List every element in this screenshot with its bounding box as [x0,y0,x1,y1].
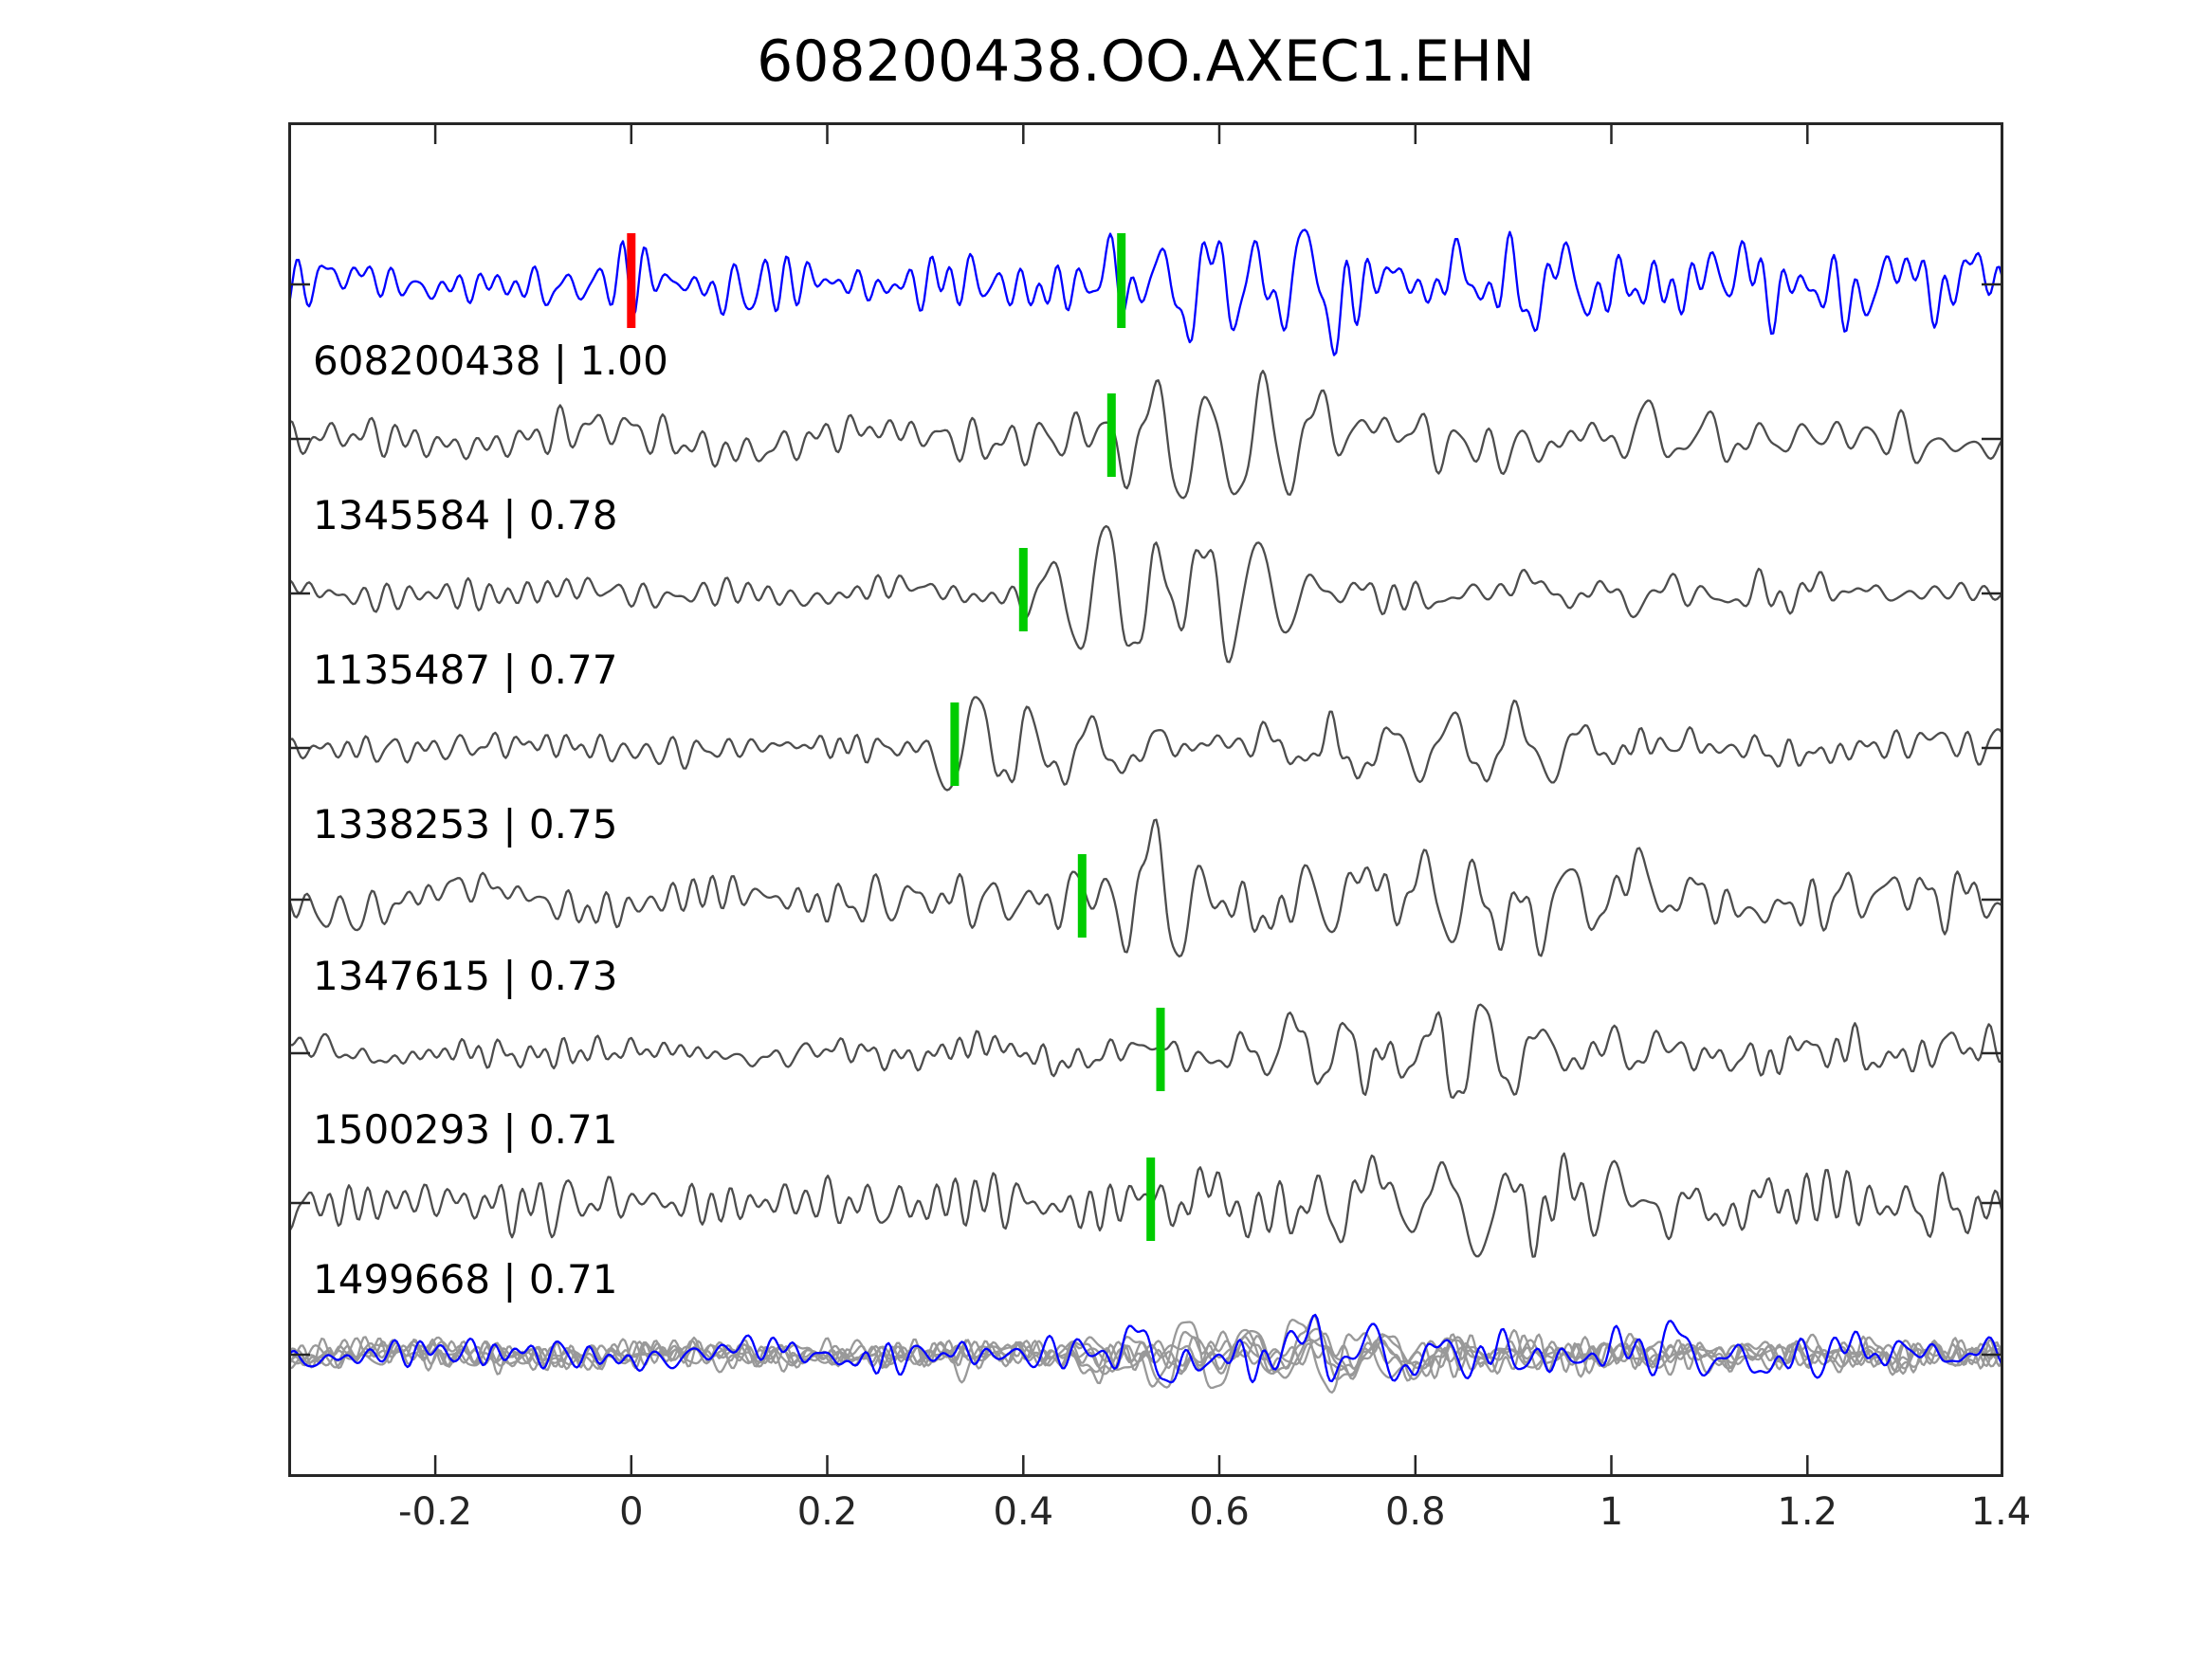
trace-label-detection-4: 1347615 | 0.73 [313,953,618,999]
figure-title: 608200438.OO.AXEC1.EHN [757,28,1535,95]
overlay-template-trace [288,1313,2003,1384]
waveform-trace-1499668 [288,1152,2003,1258]
waveform-trace-1338253 [288,696,2003,792]
trace-label-detection-6: 1499668 | 0.71 [313,1256,618,1303]
waveform-trace-1345584 [288,370,2003,500]
trace-label-detection-2: 1135487 | 0.77 [313,647,618,693]
x-tick-label: 1 [1599,1490,1624,1534]
axis-border [288,122,2003,1477]
x-tick-label: 0.4 [993,1490,1054,1534]
x-tick-label: -0.2 [398,1490,473,1534]
trace-label-detection-1: 1345584 | 0.78 [313,492,618,538]
waveform-canvas [288,122,2003,1477]
origin-marker [627,233,636,328]
waveform-trace-1347615 [288,818,2003,958]
pick-marker-608200438 [1117,233,1126,328]
waveform-trace-1500293 [288,1003,2003,1100]
pick-marker-1345584 [1106,393,1116,477]
trace-label-template: 608200438 | 1.00 [313,337,668,384]
trace-group [288,228,2003,1395]
waveform-trace-608200438 [288,228,2003,356]
waveform-trace-1135487 [288,524,2003,664]
x-tick-label: 0.6 [1189,1490,1250,1534]
x-axis-tick-labels: -0.2 0 0.2 0.4 0.6 0.8 1 1.2 1.4 [288,1490,2031,1547]
pick-marker-1499668 [1146,1158,1156,1241]
x-tick-label: 0 [619,1490,644,1534]
pick-marker-1338253 [950,702,960,786]
pick-marker-1135487 [1018,548,1028,631]
x-tick-label: 0.8 [1384,1490,1446,1534]
pick-marker-1500293 [1156,1008,1165,1091]
overlay-gray-trace-5 [288,1318,2003,1395]
x-tick-label: 0.2 [796,1490,858,1534]
x-tick-label: 1.4 [1970,1490,2032,1534]
pick-marker-1347615 [1077,854,1087,938]
plot-area: 608200438 | 1.00 1345584 | 0.78 1135487 … [288,122,2003,1477]
trace-label-detection-5: 1500293 | 0.71 [313,1106,618,1153]
trace-label-detection-3: 1338253 | 0.75 [313,801,618,848]
x-tick-label: 1.2 [1777,1490,1838,1534]
